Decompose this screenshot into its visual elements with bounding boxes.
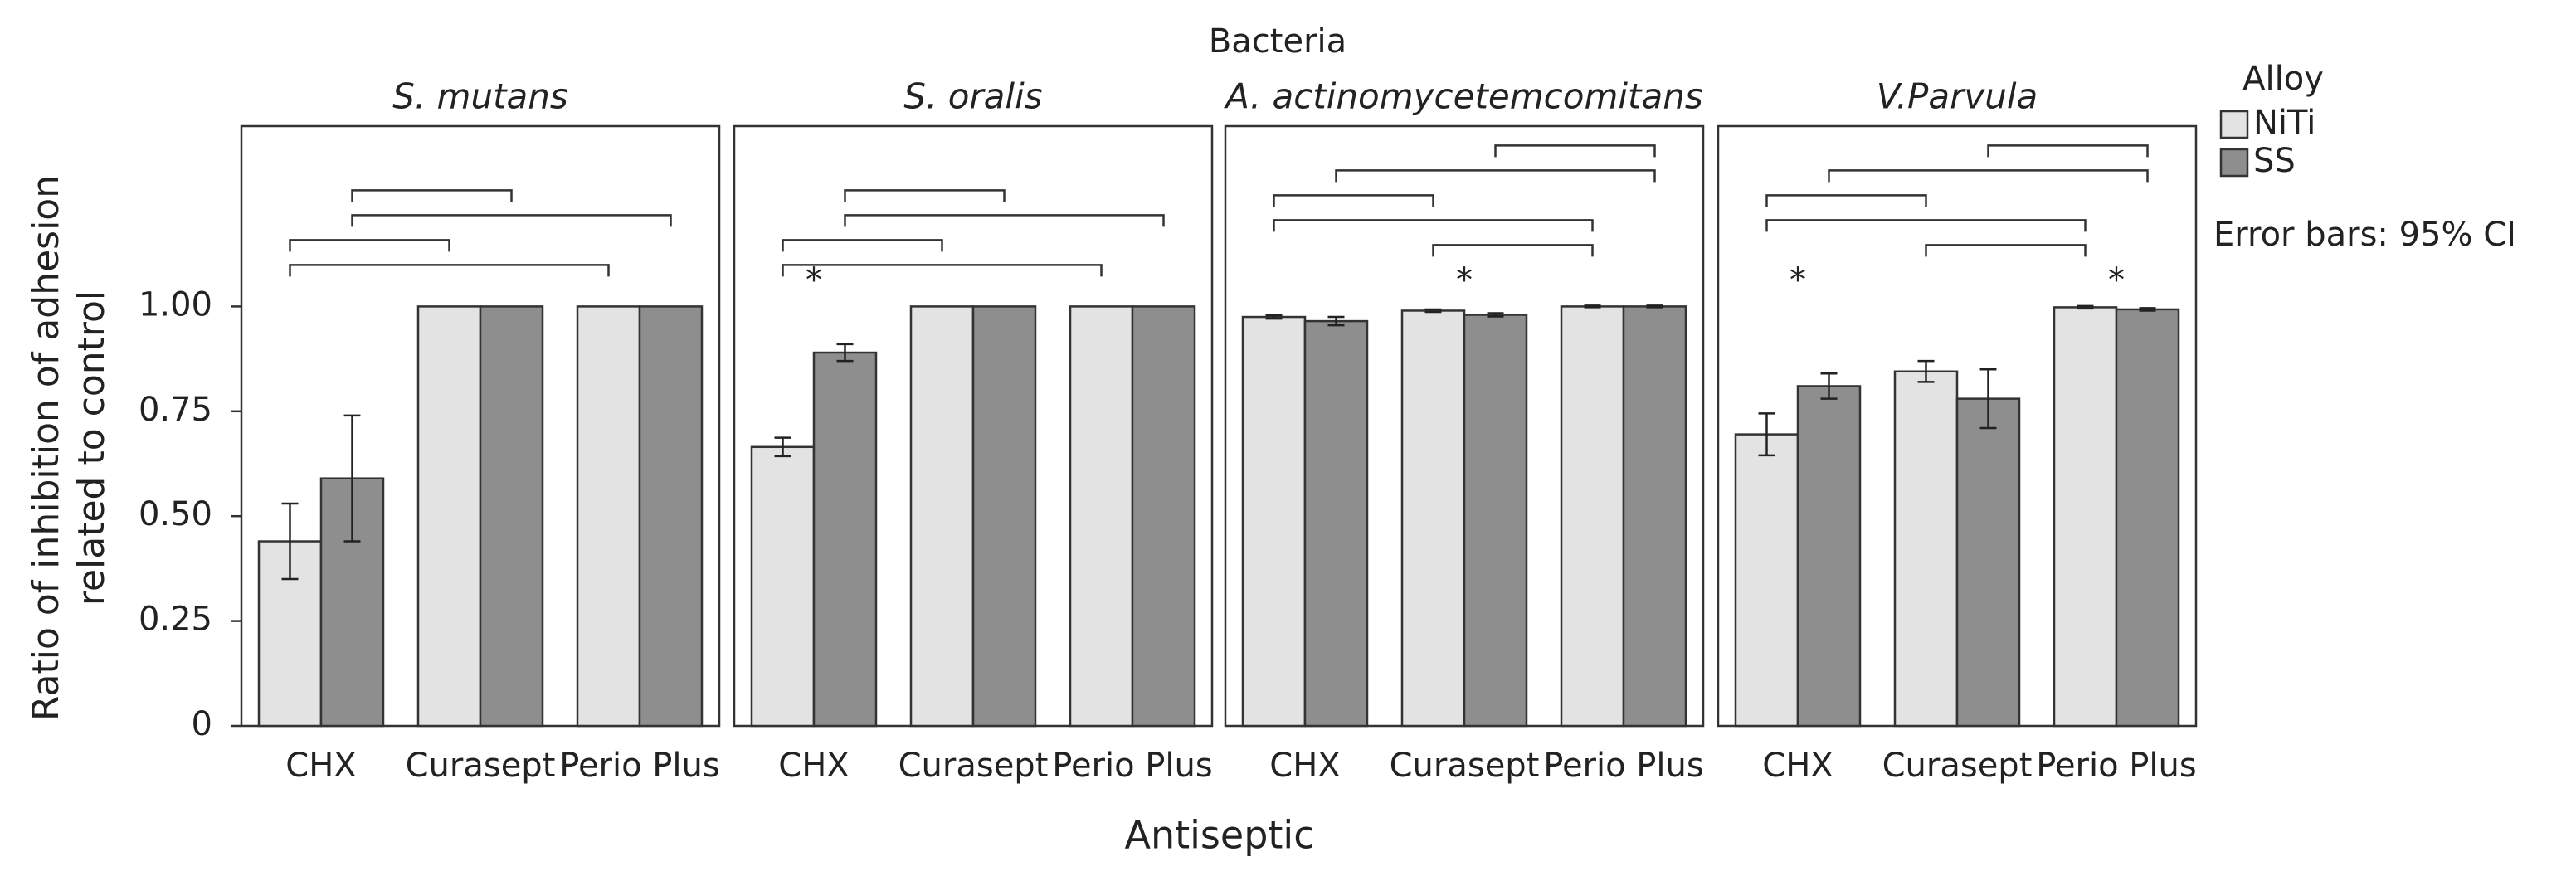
error-bar: [836, 343, 854, 363]
x-tick-label: Curasept: [406, 747, 556, 785]
significance-star: *: [2108, 261, 2125, 299]
x-axis-label: Antiseptic: [1124, 813, 1314, 858]
x-tick-label: CHX: [1762, 747, 1833, 785]
bar: [576, 305, 641, 728]
comparison-bracket: [1925, 244, 2087, 257]
comparison-bracket: [1273, 219, 1594, 232]
facet-title: S. oralis: [903, 76, 1042, 117]
bar: [1400, 309, 1466, 728]
comparison-bracket: [782, 239, 943, 252]
error-bar: [1820, 372, 1838, 400]
error-bar: [1758, 412, 1775, 457]
bar: [750, 445, 816, 728]
error-bar: [2077, 304, 2094, 310]
comparison-bracket: [1828, 169, 2149, 183]
bar: [1069, 305, 1134, 728]
bar: [1893, 370, 1959, 728]
significance-star: *: [806, 261, 822, 299]
error-bar: [774, 436, 791, 458]
error-bar: [1265, 314, 1283, 320]
error-bar: [1979, 367, 1997, 430]
y-tick-label: 0.75: [139, 391, 212, 429]
comparison-bracket: [1765, 194, 1927, 207]
bar: [1131, 305, 1196, 728]
bar: [1622, 305, 1687, 728]
x-tick-label: Perio Plus: [1543, 747, 1703, 785]
comparison-bracket: [289, 264, 610, 277]
bar: [2115, 308, 2180, 728]
facet-title: V.Parvula: [1877, 76, 2038, 117]
comparison-bracket: [1987, 144, 2149, 158]
error-bar: [343, 414, 361, 543]
bar: [909, 305, 975, 728]
legend-label: SS: [2253, 142, 2296, 180]
error-bar: [1487, 312, 1504, 318]
bar: [812, 351, 878, 728]
error-bar: [1917, 359, 1935, 383]
x-tick-label: CHX: [285, 747, 356, 785]
bar: [1955, 397, 2021, 728]
bar: [1241, 315, 1307, 728]
legend-swatch: [2219, 148, 2249, 178]
x-tick-label: Curasept: [1390, 747, 1540, 785]
x-tick-label: Perio Plus: [1052, 747, 1212, 785]
error-bar: [2139, 307, 2156, 312]
error-bar: [1327, 315, 1345, 327]
comparison-bracket: [844, 189, 1006, 202]
y-tick-label: 1.00: [139, 285, 212, 324]
bar: [638, 305, 704, 728]
bar: [479, 305, 544, 728]
comparison-bracket: [1765, 219, 2087, 232]
bar: [1734, 433, 1799, 728]
comparison-bracket: [782, 264, 1103, 277]
legend-note: Error bars: 95% CI: [2213, 216, 2516, 254]
legend-swatch: [2219, 110, 2249, 139]
legend-title: Alloy: [2242, 60, 2324, 98]
significance-star: *: [1790, 261, 1806, 299]
comparison-bracket: [844, 214, 1165, 227]
bar: [1560, 305, 1625, 728]
facet-title: A. actinomycetemcomitans: [1223, 76, 1703, 117]
comparison-bracket: [351, 189, 513, 202]
error-bar: [1584, 304, 1601, 309]
significance-star: *: [1456, 261, 1473, 299]
bar: [2053, 306, 2118, 728]
y-axis-label: Ratio of inhibition of adhesion: [25, 175, 67, 721]
error-bar: [281, 502, 299, 581]
x-tick-label: CHX: [1269, 747, 1340, 785]
x-tick-label: CHX: [778, 747, 849, 785]
y-tick-label: 0: [192, 705, 212, 743]
bar: [971, 305, 1037, 728]
bar: [1796, 385, 1862, 728]
bar: [416, 305, 482, 728]
bar: [1463, 314, 1528, 728]
legend-label: NiTi: [2253, 104, 2315, 142]
error-bar: [1424, 308, 1442, 314]
x-tick-label: Perio Plus: [559, 747, 719, 785]
comparison-bracket: [1273, 194, 1434, 207]
x-tick-label: Curasept: [1882, 747, 2033, 785]
comparison-bracket: [351, 214, 672, 227]
comparison-bracket: [1494, 144, 1656, 158]
comparison-bracket: [1335, 169, 1656, 183]
error-bar: [1646, 304, 1663, 309]
comparison-bracket: [1432, 244, 1594, 257]
comparison-bracket: [289, 239, 450, 252]
y-axis-label: related to control: [71, 290, 113, 606]
x-tick-label: Perio Plus: [2036, 747, 2196, 785]
facet-title: S. mutans: [392, 76, 568, 117]
bar: [1303, 319, 1369, 728]
x-tick-label: Curasept: [898, 747, 1049, 785]
chart-title: Bacteria: [1209, 22, 1346, 61]
y-tick-label: 0.50: [139, 495, 212, 533]
y-tick-label: 0.25: [139, 601, 212, 639]
